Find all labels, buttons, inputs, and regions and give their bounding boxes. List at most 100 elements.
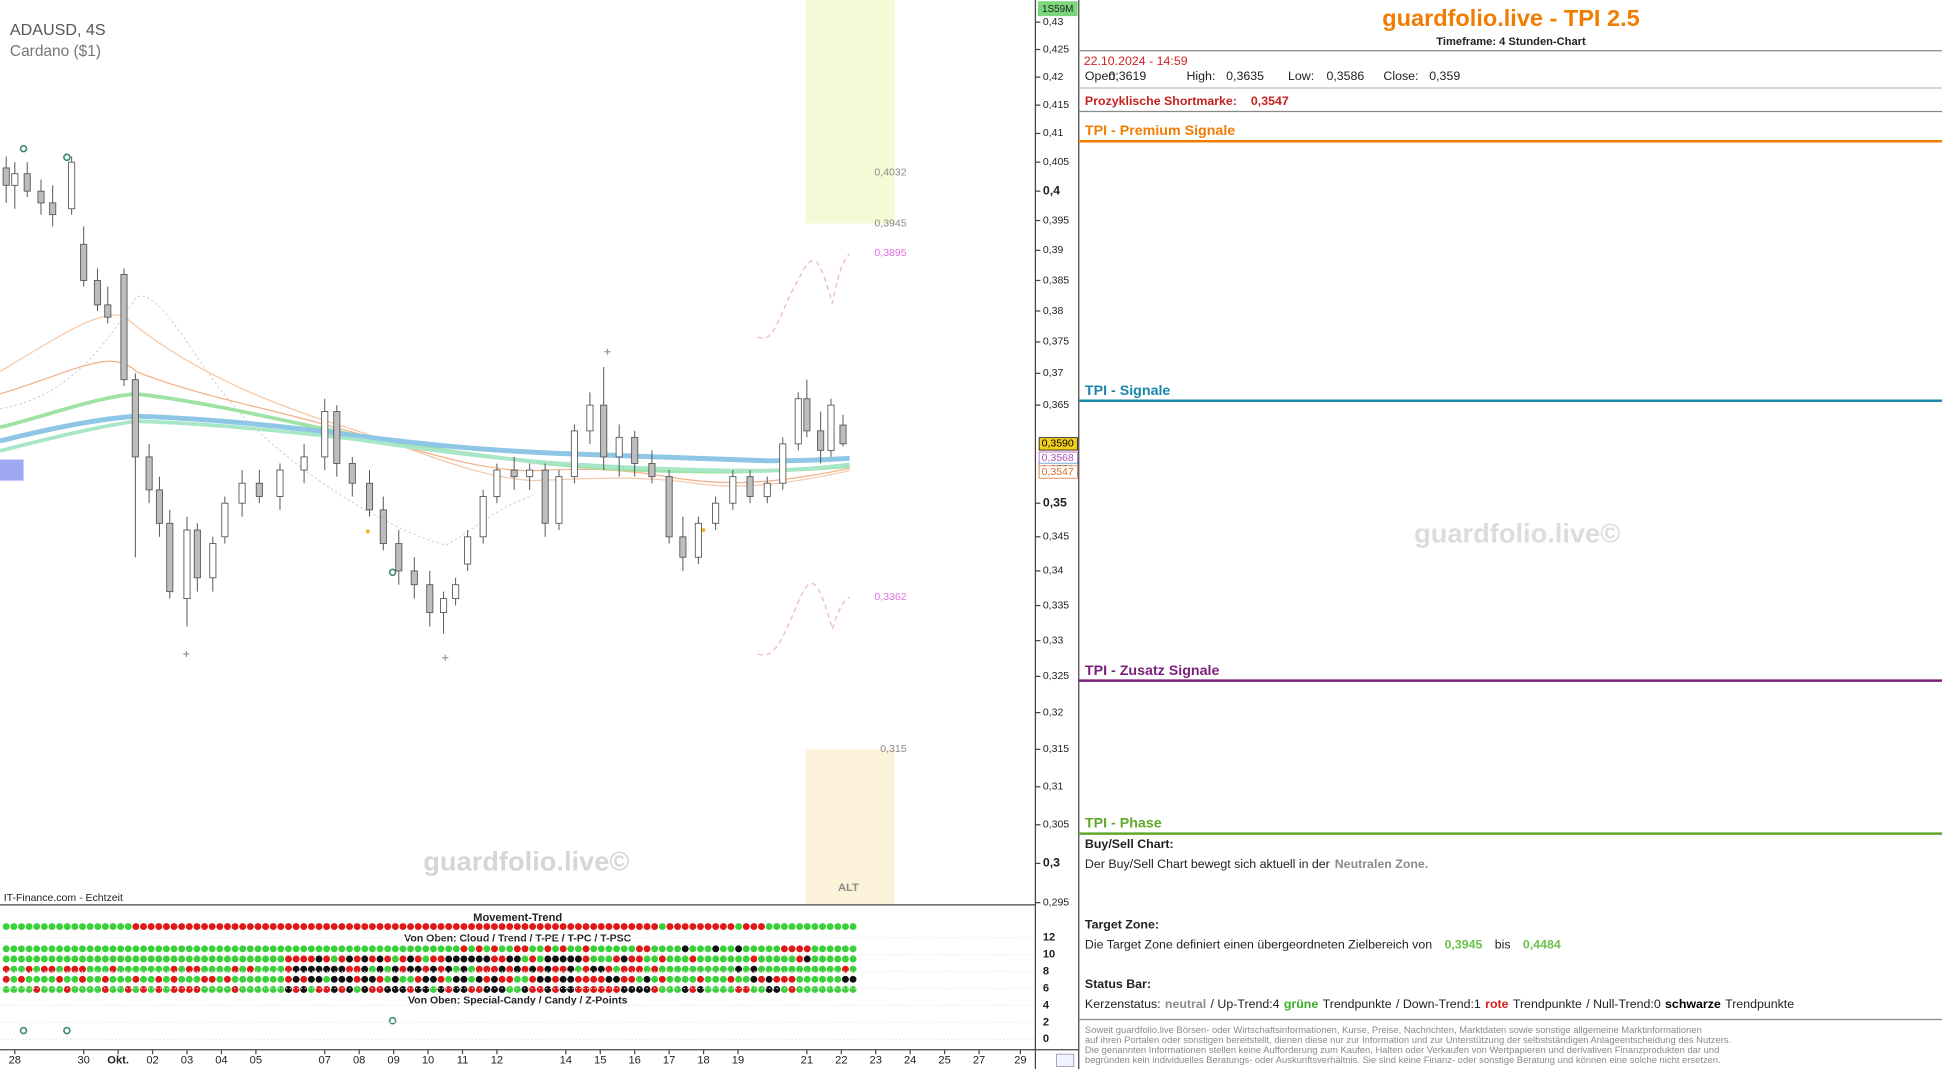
state-dot [391, 975, 399, 983]
trend-dot [201, 923, 209, 931]
state-dot [727, 965, 735, 973]
state-dot [597, 955, 605, 963]
state-dot [315, 986, 323, 993]
state-dot [2, 975, 10, 983]
state-dot [536, 986, 544, 993]
state-dot [552, 965, 559, 973]
x-tick-label: Okt. [107, 1054, 129, 1066]
state-dot [353, 945, 361, 953]
state-dot [544, 975, 552, 983]
state-dot [429, 965, 437, 973]
section-title: TPI - Phase [1085, 816, 1162, 832]
trend-dot [338, 923, 346, 931]
timestamp: 22.10.2024 - 14:59 [1084, 54, 1188, 68]
state-dot [712, 986, 720, 993]
candle-body [526, 469, 534, 478]
state-dot [475, 986, 483, 993]
candle-body [37, 190, 45, 204]
state-dot [216, 975, 224, 983]
trend-dot [849, 923, 857, 931]
timer-text: 1S59M [1042, 4, 1073, 15]
panel-title: guardfolio.live - TPI 2.5 [1382, 5, 1639, 31]
state-dot [513, 965, 521, 973]
state-dot [788, 945, 796, 953]
state-dot [346, 965, 353, 973]
candle-body [238, 482, 246, 504]
trend-dot [330, 923, 338, 931]
x-tick-label: 15 [594, 1054, 606, 1066]
candle-body [209, 543, 217, 579]
state-dot [666, 986, 674, 993]
range-marker [0, 459, 24, 481]
state-dot [719, 965, 727, 973]
state-dot [300, 965, 308, 973]
state-dot [178, 986, 186, 993]
state-dot [483, 975, 491, 983]
trend-dot [63, 923, 71, 931]
state-dot [132, 955, 140, 963]
state-dot [33, 955, 41, 963]
state-dot [506, 945, 514, 953]
state-dot [704, 965, 712, 973]
trend-dot [780, 923, 788, 931]
state-dot [468, 945, 476, 953]
state-dot [819, 975, 826, 983]
trend-dot [819, 923, 826, 931]
text-run: / Up-Trend:4 [1211, 997, 1280, 1011]
state-dot [63, 945, 71, 953]
trend-dot [750, 923, 758, 931]
state-dot [529, 986, 537, 993]
state-dot [788, 975, 796, 983]
state-dot [574, 945, 582, 953]
settings-icon[interactable] [1056, 1053, 1075, 1067]
trend-dot [651, 923, 659, 931]
trend-dot [796, 923, 804, 931]
state-dot [170, 955, 178, 963]
state-dot [819, 955, 826, 963]
state-dot [811, 986, 819, 993]
state-dot [101, 986, 109, 993]
state-dot [33, 965, 41, 973]
state-dot [86, 965, 94, 973]
trend-dot [666, 923, 674, 931]
state-dot [696, 975, 704, 983]
trend-dot [643, 923, 651, 931]
state-dot [414, 975, 422, 983]
trend-dot [468, 923, 476, 931]
indicator-caption: Von Oben: Cloud / Trend / T-PE / T-PC / … [404, 933, 631, 945]
state-dot [2, 965, 10, 973]
state-dot [643, 975, 651, 983]
state-dot [765, 945, 773, 953]
text-run: bis [1495, 937, 1511, 951]
section-title: TPI - Signale [1085, 383, 1170, 399]
state-dot [727, 986, 735, 993]
trend-dot [384, 923, 392, 931]
ohlc-label: High: [1187, 69, 1216, 83]
state-dot [498, 986, 506, 993]
trend-dot [620, 923, 628, 931]
state-dot [521, 986, 529, 993]
ohlc-label: Close: [1383, 69, 1418, 83]
candle-body [193, 529, 201, 579]
state-dot [468, 975, 476, 983]
state-dot [429, 986, 437, 993]
candle-body [131, 379, 139, 458]
state-dot [437, 945, 445, 953]
trend-dot [2, 923, 10, 931]
state-dot [834, 955, 842, 963]
state-dot [223, 945, 231, 953]
state-dot [79, 955, 86, 963]
state-dot [353, 965, 361, 973]
state-dot [574, 986, 582, 993]
state-dot [399, 945, 407, 953]
y-tick-label: 0,365 [1043, 399, 1069, 411]
state-dot [414, 945, 422, 953]
state-dot [307, 975, 315, 983]
state-dot [323, 955, 331, 963]
state-dot [407, 945, 415, 953]
state-dot [155, 975, 163, 983]
state-dot [79, 986, 86, 993]
projection-line [757, 253, 851, 340]
state-dot [178, 945, 186, 953]
y-tick-label: 0,4 [1043, 183, 1060, 197]
